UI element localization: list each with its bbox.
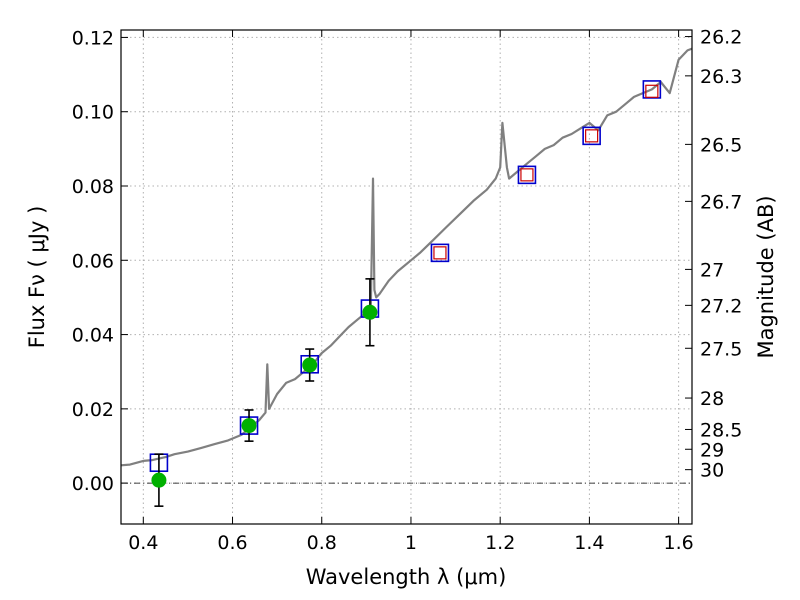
- mag-tick-label: 27.2: [700, 295, 742, 317]
- observed-detection-point: [151, 472, 167, 488]
- observed-upper-square: [520, 168, 534, 182]
- grid-layer: [121, 30, 692, 524]
- mag-tick-label: 26.5: [700, 134, 742, 156]
- y-tick-label: 0.10: [72, 102, 114, 124]
- x-tick-label: 0.6: [217, 532, 247, 554]
- mag-tick-label: 27.5: [700, 338, 742, 360]
- x-axis-label: Wavelength λ (μm): [306, 565, 507, 589]
- y-tick-label: 0.08: [72, 176, 114, 198]
- observed-upper-square: [433, 246, 447, 260]
- observed-upper-square: [585, 129, 599, 143]
- observed-upper-square: [645, 84, 659, 98]
- x-tick-label: 0.8: [307, 532, 337, 554]
- observed-detection-point: [362, 304, 378, 320]
- x-tick-label: 1.6: [664, 532, 694, 554]
- observed-detection-point: [302, 357, 318, 373]
- mag-tick-label: 30: [700, 460, 724, 482]
- model-photometry-square: [430, 243, 450, 263]
- observed-detection-point: [241, 418, 257, 434]
- model-photometry-square: [642, 80, 662, 99]
- tick-layer: 0.4 0.6 0.8 1 1.2 1.4 1.6 0.00 0.02 0.04 0.06 0.08 0…: [72, 27, 743, 554]
- y-tick-label: 0.06: [72, 250, 114, 272]
- plot-frame: [120, 29, 693, 525]
- plot-layer: [120, 47, 693, 507]
- y-tick-label: 0.00: [72, 473, 114, 495]
- y-axis-label: Flux Fν ( μJy ): [25, 206, 49, 349]
- spectrum-line: [120, 47, 693, 467]
- y-tick-label: 0.04: [72, 325, 114, 347]
- x-tick-label: 1.2: [485, 532, 515, 554]
- mag-tick-label: 26.2: [700, 27, 742, 49]
- mag-tick-label: 27: [700, 259, 724, 281]
- y2-axis-label: Magnitude (AB): [754, 195, 778, 358]
- mag-tick-label: 26.7: [700, 191, 742, 213]
- model-photometry-square: [582, 126, 601, 146]
- model-photometry-square: [517, 165, 537, 185]
- x-tick-label: 1: [405, 532, 417, 554]
- mag-tick-label: 29: [700, 439, 724, 461]
- mag-tick-label: 28: [700, 388, 724, 410]
- x-tick-label: 0.4: [128, 532, 158, 554]
- mag-tick-label: 26.3: [700, 66, 742, 88]
- x-tick-label: 1.4: [574, 532, 604, 554]
- mag-tick-label: 28.5: [700, 419, 742, 441]
- y-tick-label: 0.02: [72, 399, 114, 421]
- y-tick-label: 0.12: [72, 27, 114, 49]
